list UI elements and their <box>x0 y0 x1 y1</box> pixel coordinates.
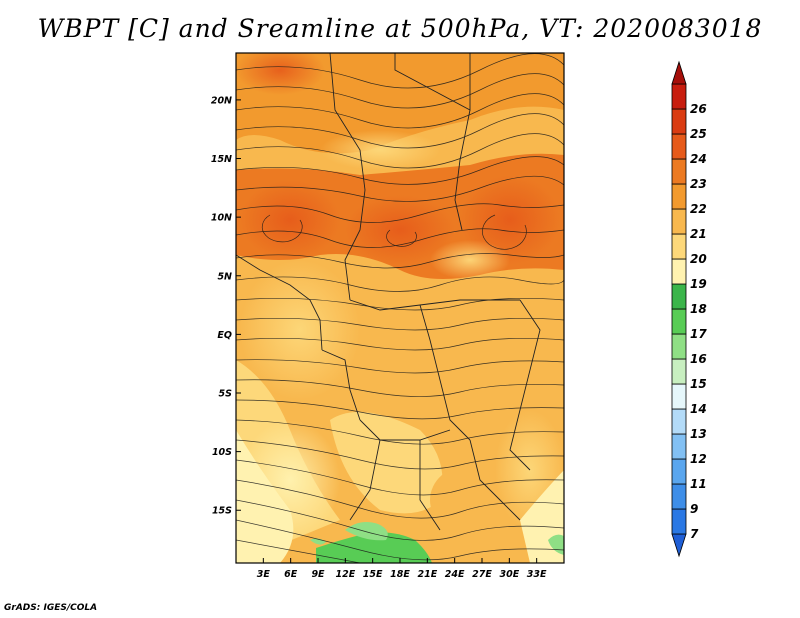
lon-tick-label: 9E <box>311 569 325 580</box>
colorbar: 7 9 11 12 13 14 15 16 17 18 19 20 21 22 23 24 25 26 <box>671 60 707 558</box>
lat-tick-label: 15N <box>211 154 232 165</box>
colorbar-level-label: 16 <box>690 352 707 366</box>
lat-tick-label: 20N <box>211 95 232 106</box>
lat-tick-label: EQ <box>217 330 232 341</box>
colorbar-level-label: 21 <box>690 227 707 241</box>
colorbar-swatch <box>671 133 687 160</box>
lat-tick-label: 10S <box>212 447 232 458</box>
lat-tick-label: 10N <box>211 213 232 224</box>
colorbar-swatch <box>671 333 687 360</box>
colorbar-level-label: 7 <box>690 527 699 541</box>
colorbar-swatch <box>671 483 687 510</box>
colorbar-high-arrow <box>671 60 687 85</box>
lon-tick-label: 24E <box>445 569 465 580</box>
colorbar-swatch <box>671 508 687 535</box>
colorbar-swatch <box>671 358 687 385</box>
wbpt-shading <box>236 53 564 563</box>
colorbar-level-label: 25 <box>690 127 707 141</box>
colorbar-level-label: 14 <box>690 402 707 416</box>
colorbar-swatch <box>671 458 687 485</box>
lat-tick-label: 5N <box>217 271 232 282</box>
colorbar-level-label: 20 <box>690 252 707 266</box>
colorbar-level-label: 15 <box>690 377 707 391</box>
colorbar-swatch <box>671 308 687 335</box>
colorbar-level-label: 19 <box>690 277 707 291</box>
lon-tick-label: 21E <box>417 569 437 580</box>
colorbar-swatch <box>671 283 687 310</box>
colorbar-swatch <box>671 108 687 135</box>
colorbar-swatch <box>671 408 687 435</box>
lon-tick-label: 15E <box>363 569 383 580</box>
colorbar-level-label: 12 <box>690 452 707 466</box>
colorbar-level-label: 9 <box>690 502 698 516</box>
lon-tick-label: 3E <box>257 569 271 580</box>
colorbar-swatch <box>671 233 687 260</box>
colorbar-level-label: 17 <box>690 327 707 341</box>
colorbar-swatch <box>671 433 687 460</box>
credit-label: GrADS: IGES/COLA <box>4 603 98 613</box>
colorbar-swatch <box>671 383 687 410</box>
map-title: WBPT [C] and Sreamline at 500hPa, VT: 20… <box>37 14 763 43</box>
colorbar-low-arrow <box>671 533 687 558</box>
colorbar-swatch <box>671 83 687 110</box>
colorbar-level-label: 18 <box>690 302 707 316</box>
colorbar-swatch <box>671 158 687 185</box>
colorbar-level-label: 13 <box>690 427 707 441</box>
lon-tick-label: 27E <box>472 569 492 580</box>
colorbar-level-label: 26 <box>690 102 707 116</box>
colorbar-swatch <box>671 183 687 210</box>
colorbar-level-label: 23 <box>690 177 707 191</box>
lon-tick-label: 12E <box>335 569 355 580</box>
lat-tick-label: 15S <box>212 506 232 517</box>
colorbar-level-label: 22 <box>690 202 707 216</box>
lon-tick-label: 18E <box>390 569 410 580</box>
lat-tick-label: 5S <box>219 389 233 400</box>
colorbar-swatch <box>671 208 687 235</box>
lon-tick-label: 30E <box>499 569 519 580</box>
lon-tick-label: 33E <box>527 569 547 580</box>
colorbar-level-label: 11 <box>690 477 707 491</box>
lon-tick-label: 6E <box>284 569 298 580</box>
colorbar-level-label: 24 <box>690 152 707 166</box>
colorbar-swatch <box>671 258 687 285</box>
